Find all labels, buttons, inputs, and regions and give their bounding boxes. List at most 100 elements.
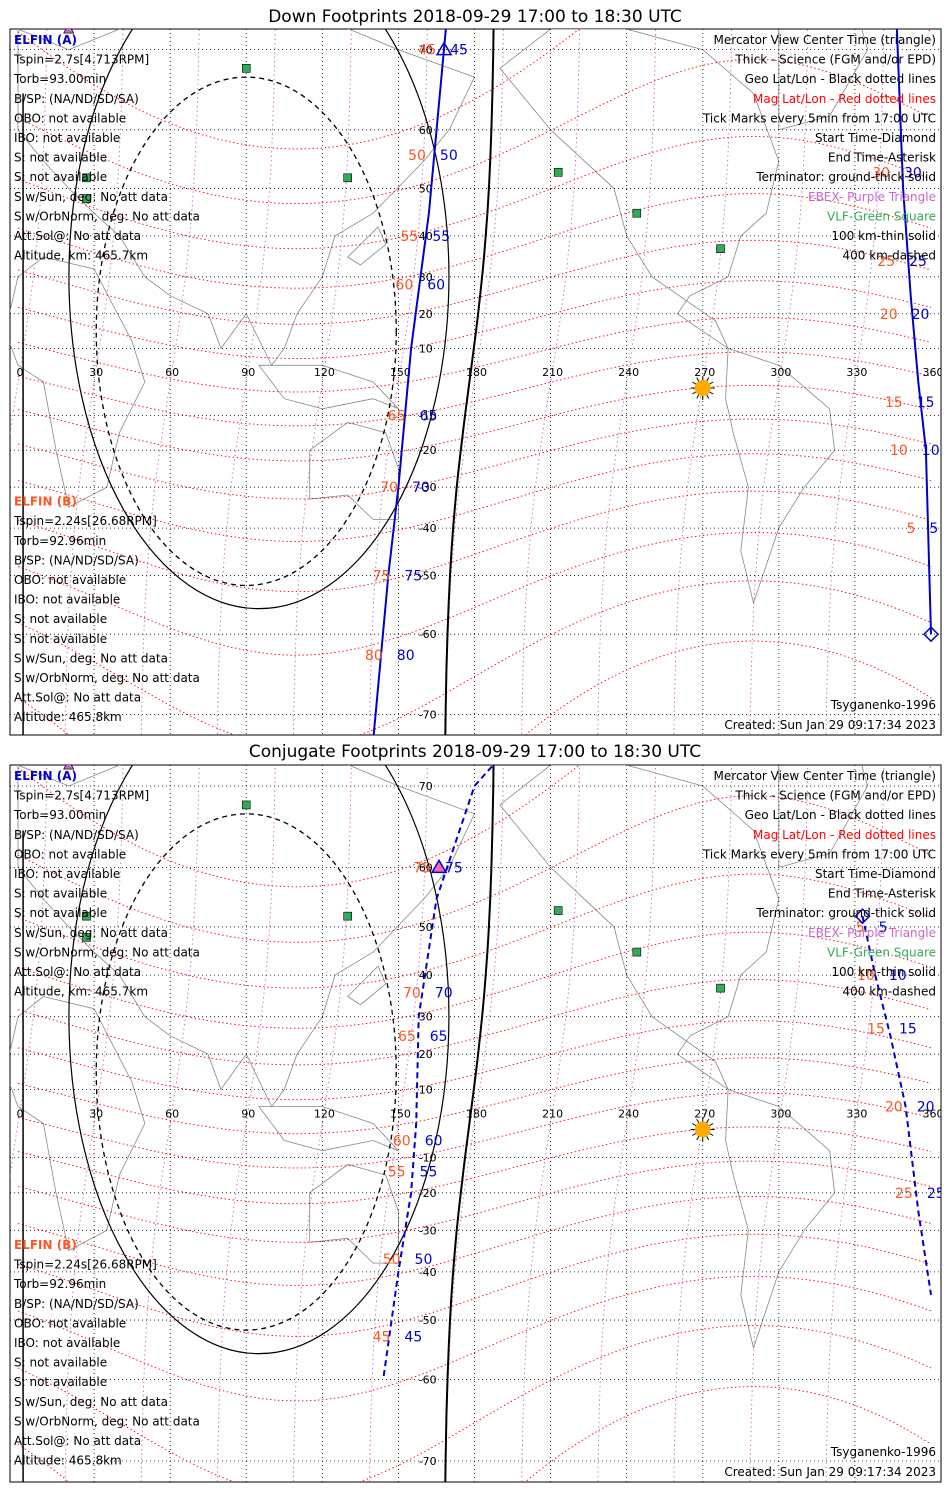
elfin-b-tick-label: 5 xyxy=(856,920,865,936)
info-line-left: Att.Sol@: No att data xyxy=(14,229,141,243)
legend-line: 400 km-dashed xyxy=(842,985,936,999)
elfin-b-tick-label: 45 xyxy=(373,1329,391,1345)
mag-longitude xyxy=(445,29,504,735)
lat-tick-label: 20 xyxy=(419,308,433,321)
lat-tick-label: -50 xyxy=(419,570,437,583)
lat-tick-label: 20 xyxy=(419,1048,433,1061)
legend-line: Mag Lat/Lon - Red dotted lines xyxy=(753,92,936,106)
info-line-left: Torb=93.00min xyxy=(13,72,106,86)
vlf-site-square xyxy=(553,906,563,915)
sun-icon xyxy=(690,1117,715,1142)
legend-line: Thick - Science (FGM and/or EPD) xyxy=(734,789,936,803)
mag-latitude xyxy=(17,193,932,289)
info-line-left: B/SP: (NA/ND/SD/SA) xyxy=(14,92,139,106)
lon-tick-label: 30 xyxy=(89,366,103,379)
map-area: 0 30 60 90 120 150 180 210 240 270 300 330 360706050… xyxy=(10,765,945,1482)
mag-latitude xyxy=(17,979,932,1066)
lat-tick-label: 30 xyxy=(419,271,433,284)
chart-title: Down Footprints 2018-09-29 17:00 to 18:3… xyxy=(268,7,682,27)
lat-tick-label: -20 xyxy=(419,1187,437,1200)
legend-line: Start Time-Diamond xyxy=(815,867,936,881)
mag-longitude xyxy=(749,29,809,735)
info-line-left: S w/OrbNorm, deg: No att data xyxy=(14,945,200,959)
lon-tick-label: 210 xyxy=(542,366,563,379)
lon-tick-label: 30 xyxy=(89,1108,103,1121)
elfin-a-tick-label: 10 xyxy=(922,443,940,459)
end-time-asterisk xyxy=(898,738,914,754)
mag-longitude xyxy=(369,29,428,735)
elfin-b-tick-label: 5 xyxy=(906,521,915,537)
elfin-b-tick-label: 45 xyxy=(418,43,436,59)
mag-latitude xyxy=(17,795,932,943)
lon-tick-label: 240 xyxy=(618,1108,639,1121)
elfin-a-tick-label: 65 xyxy=(430,1029,448,1045)
info-line-left-b: S: not available xyxy=(14,1375,107,1389)
legend-line: Tick Marks every 5min from 17:00 UTC xyxy=(702,847,936,861)
lon-tick-label: 360 xyxy=(923,1108,944,1121)
info-line-left: OBO: not available xyxy=(14,847,126,861)
elfin-a-tick-label: 25 xyxy=(927,1186,945,1202)
lat-tick-label: -40 xyxy=(419,522,437,535)
info-line-left-b: IBO: not available xyxy=(14,1336,120,1350)
elfin-b-tick-label: 60 xyxy=(395,277,413,293)
lon-tick-label: 120 xyxy=(314,366,335,379)
elfin-a-tick-label: 20 xyxy=(912,307,930,323)
lat-tick-label: -60 xyxy=(419,1374,437,1387)
panel-frame xyxy=(9,28,942,736)
info-line-left: IBO: not available xyxy=(14,867,120,881)
vlf-site-square xyxy=(716,244,725,254)
info-line-left-b: Torb=92.96min xyxy=(13,1277,106,1291)
mag-latitude xyxy=(17,351,932,427)
mag-longitude xyxy=(673,29,733,735)
info-line-left-b: S w/OrbNorm, deg: No att data xyxy=(14,671,200,685)
info-line-left: Altitude, km: 465.7km xyxy=(14,985,148,999)
elfin-a-track xyxy=(895,29,932,635)
lon-tick-label: 180 xyxy=(466,1108,487,1121)
elfin-b-tick-label: 50 xyxy=(383,1252,401,1268)
elfin-a-tick-label: 55 xyxy=(420,1165,438,1181)
legend-line: Mercator View Center Time (triangle) xyxy=(714,33,936,47)
elfin-a-label: ELFIN (A) xyxy=(14,33,77,47)
lon-tick-label: 330 xyxy=(846,1108,867,1121)
ebex-site-triangle xyxy=(63,29,75,34)
elfin-b-tick-label: 25 xyxy=(895,1186,913,1202)
info-line-left: Altitude, km: 465.7km xyxy=(14,249,148,263)
lat-tick-label: -40 xyxy=(419,1266,437,1279)
info-line-left: Tspin=2.7s[4.713RPM] xyxy=(13,53,149,67)
lon-tick-label: 60 xyxy=(165,1108,179,1121)
elfin-b-tick-label: 70 xyxy=(403,985,421,1001)
elfin-b-tick-label: 70 xyxy=(380,480,398,496)
info-line-left-b: B/SP: (NA/ND/SD/SA) xyxy=(14,1297,139,1311)
info-line-left: Att.Sol@: No att data xyxy=(14,965,141,979)
terminator-line xyxy=(444,765,495,1482)
legend-line: Terminator: ground-thick solid xyxy=(755,170,936,184)
legend-line: 100 km-thin solid xyxy=(831,965,936,979)
info-line-left-b: S w/Sun, deg: No att data xyxy=(14,651,168,665)
vlf-site-square xyxy=(82,194,91,203)
mag-longitude xyxy=(140,29,200,735)
elfin-b-tick-label: 20 xyxy=(880,307,898,323)
lon-tick-label: 300 xyxy=(770,366,791,379)
coastline-1 xyxy=(10,996,146,1252)
vlf-site-square xyxy=(553,168,563,177)
info-line-left-b: Altitude: 465.8km xyxy=(14,1454,122,1468)
elfin-b-label: ELFIN (B) xyxy=(14,495,77,509)
info-line-left: S: not available xyxy=(14,887,107,901)
mag-latitude xyxy=(17,316,932,393)
elfin-a-tick-label: 45 xyxy=(404,1329,422,1345)
elfin-b-tick-label: 65 xyxy=(388,409,406,425)
elfin-b-label: ELFIN (B) xyxy=(14,1238,77,1252)
elfin-a-label: ELFIN (A) xyxy=(14,769,77,783)
map-area: 0 30 60 90 120 150 180 210 240 270 300 330 360706050… xyxy=(10,29,941,754)
vlf-site-square xyxy=(82,911,91,921)
legend-line: VLF-Green Square xyxy=(827,945,936,959)
elfin-a-tick-label: 60 xyxy=(427,277,445,293)
elfin-b-tick-label: 15 xyxy=(867,1021,885,1037)
lon-tick-label: 270 xyxy=(694,1108,715,1121)
terminator-ellipse xyxy=(68,29,450,610)
info-text: ELFIN (A) Tspin=2.7s[4.713RPM] Torb=93.00m… xyxy=(13,769,936,1479)
elfin-b-tick-label: 75 xyxy=(373,569,391,585)
elfin-a-tick-label: 55 xyxy=(432,229,450,245)
elfin-a-tick-label: 5 xyxy=(929,521,938,537)
